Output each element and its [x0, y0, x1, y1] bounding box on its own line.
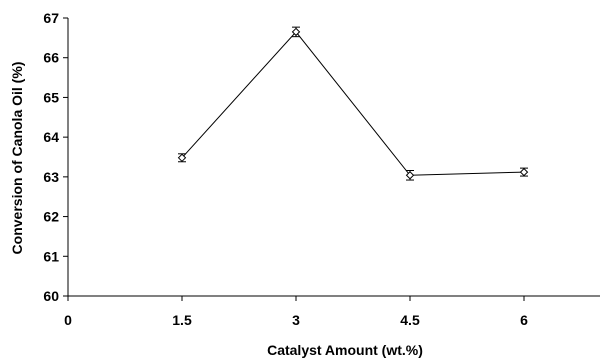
y-tick-label: 67 [43, 10, 59, 26]
y-axis-title: Conversion of Canola Oil (%) [9, 62, 25, 255]
y-tick-label: 65 [43, 89, 59, 105]
x-tick-label: 1.5 [172, 312, 192, 328]
x-axis-title: Catalyst Amount (wt.%) [267, 342, 423, 358]
y-tick-label: 64 [43, 129, 59, 145]
y-tick-label: 66 [43, 50, 59, 66]
data-point [405, 171, 415, 180]
x-tick-label: 0 [64, 312, 72, 328]
x-tick-label: 6 [520, 312, 528, 328]
x-axis-ticks: 0 1.5 3 4.5 6 [64, 296, 528, 328]
series-line [181, 31, 525, 176]
y-tick-label: 63 [43, 169, 59, 185]
data-point [519, 167, 529, 177]
data-point [291, 27, 301, 37]
data-series [177, 26, 529, 181]
x-tick-label: 4.5 [400, 312, 420, 328]
y-axis-ticks: 60 61 62 63 64 65 66 67 [43, 10, 68, 304]
x-tick-label: 3 [292, 312, 300, 328]
y-tick-label: 60 [43, 288, 59, 304]
y-tick-label: 61 [43, 248, 59, 264]
y-tick-label: 62 [43, 209, 59, 225]
data-point [177, 153, 187, 163]
